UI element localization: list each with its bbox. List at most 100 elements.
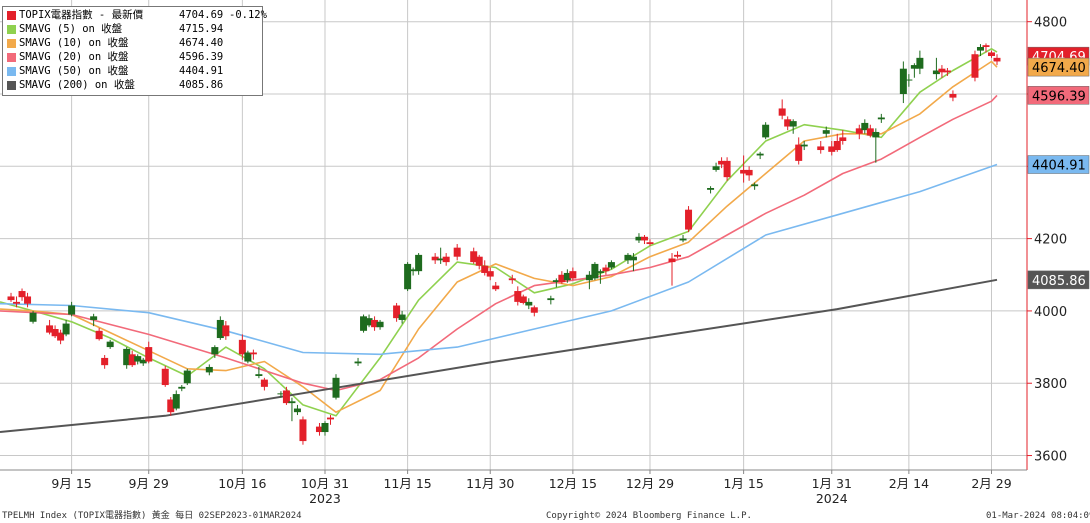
- candle-body: [762, 124, 770, 138]
- y-tick-label: 4800: [1034, 16, 1067, 31]
- y-tick-label: 4200: [1034, 233, 1067, 248]
- candle-body: [552, 280, 560, 282]
- candle-body: [916, 57, 924, 69]
- candle-body: [707, 188, 715, 190]
- candle-body: [332, 377, 340, 398]
- last-value-text: 4404.91: [1032, 159, 1086, 174]
- x-tick-label: 2月 14: [889, 476, 929, 491]
- x-tick-label: 9月 15: [51, 476, 91, 491]
- last-value-text: 4085.86: [1032, 274, 1086, 289]
- x-tick-label: 1月 31: [812, 476, 852, 491]
- candle-body: [833, 141, 841, 151]
- candle-body: [558, 274, 566, 282]
- footer-timestamp: 01-Mar-2024 08:04:09: [986, 511, 1090, 521]
- candle-body: [46, 325, 54, 333]
- x-axis-ticks: 9月 15 9月 29 10月 16 10月 31 11月 15 11月 30 12月 15…: [51, 470, 1012, 506]
- x-tick-label: 9月 29: [129, 476, 169, 491]
- candle-body: [839, 137, 847, 141]
- footer-source: TPELMH Index (TOPIX電器指數) 黃金 每日 02SEP2023…: [2, 511, 302, 521]
- candle-body: [437, 258, 445, 261]
- candle-body: [723, 160, 731, 178]
- candle-body: [255, 374, 263, 376]
- last-value-text: 4596.39: [1032, 89, 1086, 104]
- candle-body: [18, 291, 26, 298]
- candle-body: [216, 319, 224, 339]
- candle-body: [899, 68, 907, 94]
- candle-body: [855, 128, 863, 134]
- candle-body: [938, 68, 946, 73]
- last-value-label: 4085.86: [1027, 270, 1090, 290]
- candlesticks: [7, 43, 1001, 445]
- x-tick-label: 12月 15: [549, 476, 597, 491]
- candle-body: [354, 361, 362, 364]
- y-tick-label: 3600: [1034, 450, 1067, 465]
- candle-body: [712, 166, 720, 170]
- candle-body: [525, 301, 533, 306]
- candle-body: [789, 121, 797, 127]
- candle-body: [244, 352, 252, 362]
- candle-body: [943, 70, 951, 73]
- legend-name: SMAVG (200) on 收盤: [19, 79, 135, 91]
- candle-body: [24, 296, 32, 304]
- candle-body: [740, 169, 748, 174]
- candle-body: [453, 247, 461, 257]
- candle-body: [596, 271, 604, 273]
- candle-body: [822, 130, 830, 134]
- candle-body: [299, 419, 307, 442]
- legend-value: 4085.86: [179, 79, 224, 91]
- candle-body: [7, 296, 15, 301]
- candle-body: [167, 399, 175, 413]
- candle-body: [211, 347, 219, 355]
- x-tick-label: 12月 29: [626, 476, 674, 491]
- candle-body: [398, 314, 406, 320]
- last-value-box: [1027, 57, 1090, 77]
- candle-body: [530, 307, 538, 313]
- candle-body: [442, 256, 450, 263]
- candle-body: [90, 316, 98, 320]
- candle-body: [905, 79, 913, 81]
- last-value-label: 4674.40: [1027, 57, 1090, 77]
- candle-body: [183, 370, 191, 384]
- candle-body: [547, 298, 555, 301]
- candle-body: [828, 146, 836, 152]
- candle-body: [910, 65, 918, 69]
- candle-body: [784, 119, 792, 127]
- chart-legend: TOPIX電器指數 - 最新價 4704.69 -0.12% SMAVG (5)…: [2, 6, 267, 96]
- legend-change: -0.12%: [229, 9, 267, 21]
- sma-line: [0, 163, 998, 356]
- candle-body: [866, 128, 874, 136]
- candle-body: [602, 267, 610, 272]
- last-value-label: 4404.91: [1027, 155, 1090, 174]
- legend-item-sma5: SMAVG (5) on 收盤 4715.94: [7, 23, 223, 36]
- last-value-box: [1027, 270, 1090, 290]
- candle-body: [222, 325, 230, 337]
- candle-body: [607, 262, 615, 268]
- candle-body: [376, 321, 384, 328]
- candle-body: [431, 256, 439, 261]
- y-tick-label: 3800: [1034, 377, 1067, 392]
- legend-item-sma20: SMAVG (20) on 收盤 4596.39: [7, 51, 223, 64]
- candle-body: [13, 301, 21, 304]
- candle-body: [585, 274, 593, 281]
- footer-copyright: Copyright© 2024 Bloomberg Finance L.P.: [546, 511, 752, 521]
- candle-body: [293, 408, 301, 413]
- candle-body: [101, 357, 109, 366]
- candle-body: [57, 332, 65, 341]
- candle-body: [238, 339, 246, 355]
- candle-body: [861, 122, 869, 131]
- candle-body: [877, 117, 885, 120]
- sma-line: [0, 94, 998, 392]
- candle-body: [282, 390, 290, 404]
- last-value-box: [1027, 86, 1090, 105]
- candle-body: [778, 108, 786, 116]
- x-tick-label: 11月 15: [383, 476, 431, 491]
- y-axis-ticks: 3600380040004200440046004800: [1027, 16, 1067, 465]
- y-tick-label: 4000: [1034, 305, 1067, 320]
- candle-body: [679, 238, 687, 241]
- candle-body: [800, 144, 808, 147]
- candle-body: [277, 393, 285, 395]
- candle-body: [640, 236, 648, 241]
- candle-body: [404, 263, 412, 290]
- candle-body: [288, 401, 296, 404]
